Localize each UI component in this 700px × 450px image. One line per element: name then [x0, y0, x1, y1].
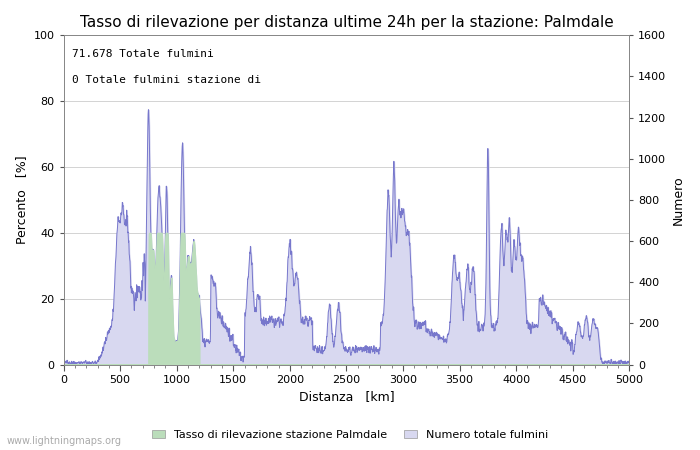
X-axis label: Distanza   [km]: Distanza [km] [299, 391, 394, 404]
Text: www.lightningmaps.org: www.lightningmaps.org [7, 436, 122, 446]
Title: Tasso di rilevazione per distanza ultime 24h per la stazione: Palmdale: Tasso di rilevazione per distanza ultime… [80, 15, 613, 30]
Y-axis label: Numero: Numero [672, 175, 685, 225]
Y-axis label: Percento   [%]: Percento [%] [15, 156, 28, 244]
Text: 0 Totale fulmini stazione di: 0 Totale fulmini stazione di [72, 75, 261, 85]
Legend: Tasso di rilevazione stazione Palmdale, Numero totale fulmini: Tasso di rilevazione stazione Palmdale, … [147, 425, 553, 445]
Text: 71.678 Totale fulmini: 71.678 Totale fulmini [72, 49, 214, 58]
